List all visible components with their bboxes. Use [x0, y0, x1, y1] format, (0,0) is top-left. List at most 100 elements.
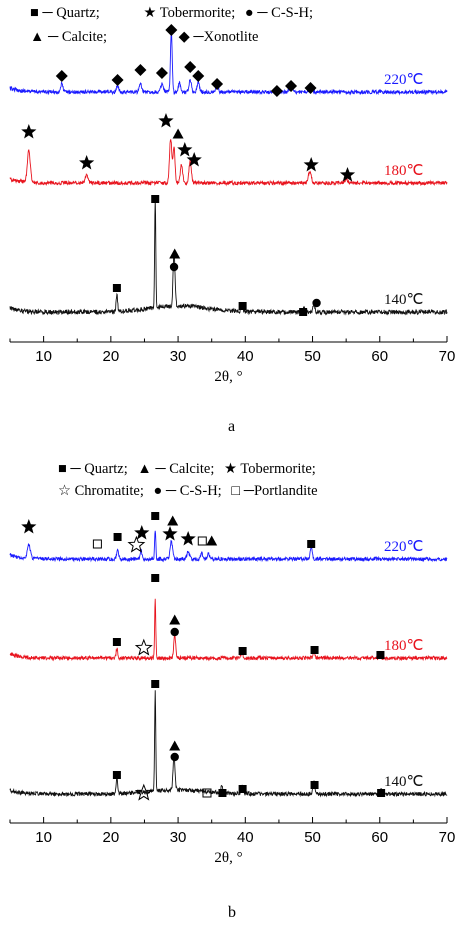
star-marker — [186, 152, 202, 167]
circle-marker — [169, 262, 179, 272]
circle-marker — [170, 627, 179, 637]
square-marker — [377, 789, 386, 797]
square-marker — [299, 308, 308, 316]
square-marker — [112, 638, 121, 646]
square-marker — [310, 646, 319, 654]
legend-a-row2: ▲ ─ Calcite; ◆ ─Xonotlite — [30, 28, 258, 46]
square-marker — [307, 540, 316, 548]
square-marker — [376, 651, 385, 659]
star-marker — [134, 525, 150, 540]
legend-a-row1: ■ ─ Quartz; ★ Tobermorite; ● ─ C-S-H; — [30, 4, 313, 22]
diamond-marker — [192, 70, 205, 82]
legend-item: ● ─ C-S-H; — [153, 483, 222, 499]
diamond-marker — [55, 70, 68, 82]
square-marker — [151, 574, 160, 582]
square-marker — [112, 284, 121, 292]
legend-b-row1: ■ ─ Quartz; ▲ ─ Calcite; ★ Tobermorite; — [58, 460, 316, 478]
diamond-marker — [270, 85, 283, 97]
square-marker — [151, 680, 160, 688]
legend-item: ■ ─ Quartz; — [58, 461, 128, 477]
square-marker — [238, 302, 247, 310]
diamond-marker — [211, 78, 224, 90]
square-marker — [310, 781, 319, 789]
diamond-marker — [285, 80, 298, 92]
x-tick-label: 50 — [304, 829, 321, 846]
diamond-marker — [165, 24, 178, 36]
series-line — [9, 29, 448, 96]
series-line — [9, 139, 448, 187]
legend-item: ▲ ─ Calcite; — [137, 461, 215, 477]
series-markers — [112, 574, 385, 659]
series-markers — [112, 680, 386, 801]
square-marker — [151, 512, 160, 520]
xrd-chart-b: ■ ─ Quartz; ▲ ─ Calcite; ★ Tobermorite; … — [0, 452, 460, 929]
series-label: 180℃ — [384, 163, 423, 179]
series-label: 180℃ — [384, 638, 423, 654]
x-tick-label: 60 — [371, 829, 388, 846]
open-star-marker — [134, 783, 153, 801]
legend-item: ■ ─ Quartz; — [30, 5, 100, 21]
legend-item: ● ─ C-S-H; — [244, 5, 314, 21]
open-star-marker — [134, 638, 153, 656]
legend-item: ★ Tobermorite; — [223, 461, 316, 477]
triangle-marker — [169, 248, 181, 259]
x-tick-label: 30 — [170, 348, 187, 365]
series-line — [9, 199, 448, 316]
series-markers — [55, 24, 317, 97]
triangle-marker — [167, 515, 179, 526]
square-marker — [238, 647, 247, 655]
xrd-chart-a: ■ ─ Quartz; ★ Tobermorite; ● ─ C-S-H; ▲ … — [0, 0, 460, 440]
legend-item: ★ Tobermorite; — [143, 5, 236, 21]
square-marker — [112, 771, 121, 779]
triangle-marker — [172, 128, 184, 139]
open-square-marker — [202, 788, 212, 798]
series-markers — [21, 113, 356, 182]
series-label: 220℃ — [384, 539, 423, 555]
x-tick-label: 40 — [237, 829, 254, 846]
series-label: 140℃ — [384, 774, 423, 790]
star-marker — [21, 519, 37, 534]
x-axis-label: 2θ, ° — [214, 850, 242, 866]
triangle-marker — [169, 614, 181, 625]
legend-item: □ ─Portlandite — [231, 483, 318, 499]
triangle-marker — [169, 740, 181, 751]
open-square-marker — [197, 536, 207, 546]
series-markers — [21, 512, 316, 553]
square-marker — [113, 533, 122, 541]
square-marker — [238, 785, 247, 793]
diamond-marker — [184, 61, 197, 73]
star-marker — [339, 167, 356, 182]
x-tick-label: 10 — [35, 829, 52, 846]
series-label: 140℃ — [384, 292, 423, 308]
star-marker — [303, 157, 319, 172]
x-tick-label: 50 — [304, 348, 321, 365]
panel-label-b: b — [228, 904, 236, 921]
star-marker — [177, 142, 193, 157]
star-marker — [180, 531, 196, 546]
star-marker — [21, 124, 37, 139]
x-tick-label: 10 — [35, 348, 52, 365]
diamond-marker — [111, 74, 124, 86]
legend-item: ◆ ─Xonotlite — [178, 29, 259, 45]
diamond-marker — [134, 64, 147, 76]
star-marker — [79, 155, 95, 170]
diamond-marker — [155, 67, 168, 79]
x-tick-label: 70 — [439, 829, 456, 846]
x-tick-label: 30 — [170, 829, 187, 846]
series-label: 220℃ — [384, 72, 423, 88]
square-marker — [151, 195, 160, 203]
series-line — [9, 598, 448, 662]
legend-item: ☆ Chromatite; — [58, 483, 144, 499]
series-line — [9, 690, 448, 798]
square-marker — [218, 789, 227, 797]
plot-area-a: 220℃ 180℃ 140℃ 10 20 30 40 50 60 70 2θ, ° — [9, 24, 456, 385]
x-axis-label: 2θ, ° — [214, 369, 242, 385]
open-square-marker — [92, 539, 102, 549]
star-marker — [158, 113, 174, 128]
x-tick-label: 60 — [371, 348, 388, 365]
circle-marker — [170, 752, 179, 762]
x-tick-label: 40 — [237, 348, 254, 365]
x-tick-label: 70 — [439, 348, 456, 365]
plot-area-b: 220℃ 180℃ 140℃ 10 20 30 40 50 60 70 2θ, ° — [9, 512, 456, 866]
legend-item: ▲ ─ Calcite; — [30, 29, 107, 45]
